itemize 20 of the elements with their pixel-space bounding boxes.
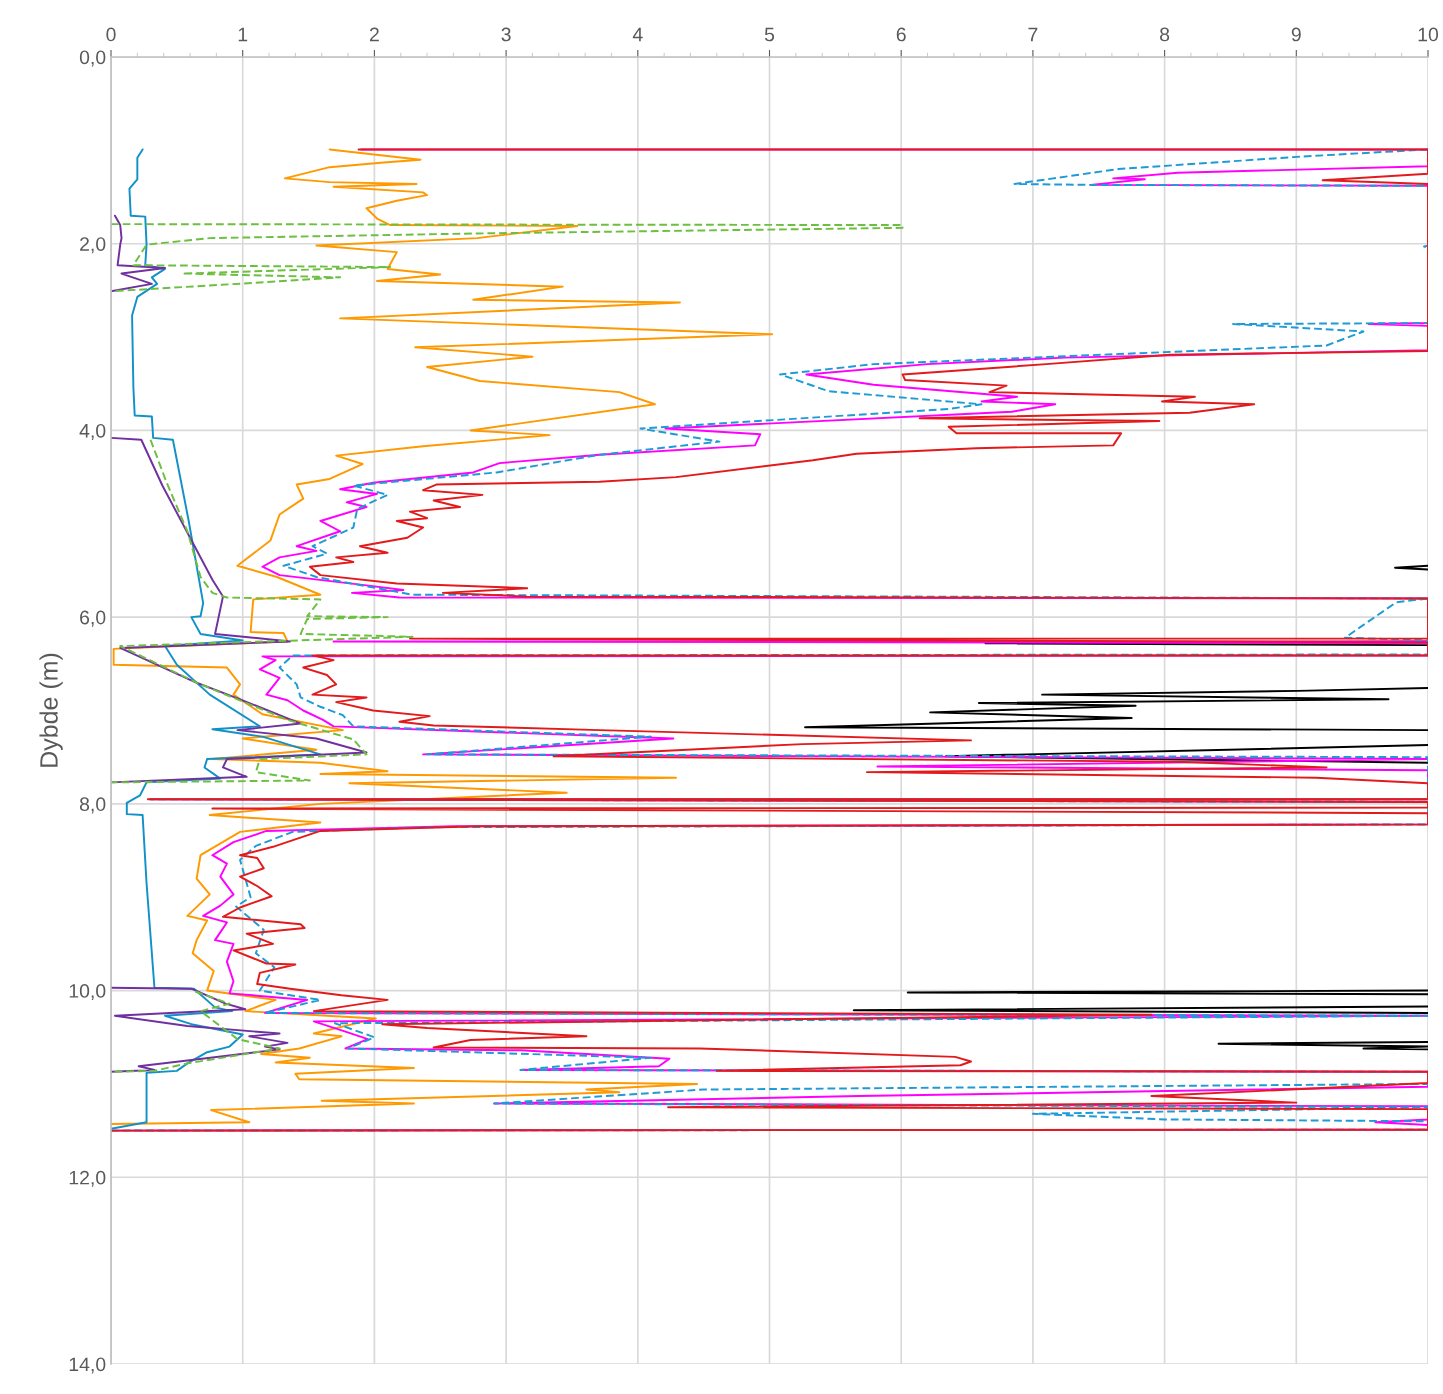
y-tick-label: 2,0 [80,237,106,254]
x-tick-label: 6 [896,27,906,42]
x-tick-label: 9 [1291,27,1301,42]
y-tick-label: 10,0 [69,984,106,1001]
y-tick-label: 12,0 [69,1170,106,1187]
x-tick-label: 10 [1418,27,1439,42]
x-tick-label: 3 [501,27,511,42]
y-tick-label: 8,0 [79,797,106,814]
x-tick-label: 7 [1028,27,1038,42]
y-tick-label: 4,0 [79,423,106,440]
x-tick-label: 1 [238,27,248,42]
y-axis-title: Dybde (m) [39,653,63,767]
x-tick-label: 0 [106,27,116,42]
x-tick-label: 2 [369,27,379,42]
x-tick-label: 5 [764,27,775,42]
x-tick-label: 4 [632,27,643,42]
y-tick-label: 14,0 [69,1357,106,1374]
x-tick-label: 8 [1160,27,1170,42]
y-tick-label: 0,0 [79,50,106,67]
y-tick-label: 6,0 [80,610,106,627]
